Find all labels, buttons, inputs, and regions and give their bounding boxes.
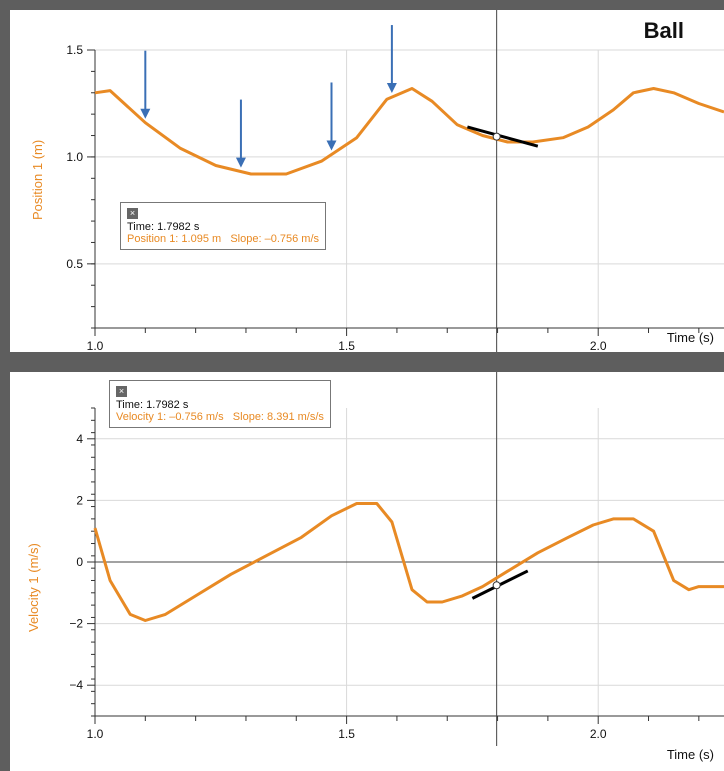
y-tick-label: 0 bbox=[76, 555, 83, 569]
x-tick-label: 1.5 bbox=[338, 339, 355, 352]
arrow-head bbox=[326, 140, 337, 151]
position-y-axis-label: Position 1 (m) bbox=[30, 139, 45, 220]
arrow-head bbox=[140, 108, 151, 119]
graph-divider[interactable] bbox=[0, 352, 724, 372]
y-tick-label: 2 bbox=[76, 493, 83, 507]
x-tick-label: 1.0 bbox=[87, 727, 104, 741]
cursor-point[interactable] bbox=[492, 581, 501, 590]
readout-value-line: Velocity 1: –0.756 m/s Slope: 8.391 m/s/… bbox=[116, 411, 324, 423]
position-graph[interactable]: 1.0 1.5 2.0 0.5 1.0 1.5 bbox=[10, 10, 724, 352]
data-series-line bbox=[93, 502, 724, 622]
arrow-head bbox=[386, 83, 397, 94]
x-tick-label: 1.0 bbox=[87, 339, 104, 352]
x-tick-label: 1.5 bbox=[338, 727, 355, 741]
y-tick-label: −2 bbox=[69, 617, 83, 631]
position-readout-box: × Time: 1.7982 s Position 1: 1.095 m Slo… bbox=[120, 202, 327, 250]
position-graph-panel[interactable]: 1.0 1.5 2.0 0.5 1.0 1.5 Ball Position 1 (m) T… bbox=[10, 10, 724, 352]
arrow-head bbox=[235, 157, 246, 168]
window-frame-left bbox=[0, 0, 10, 771]
y-tick-label: 1.5 bbox=[66, 43, 83, 57]
readout-slope: Slope: –0.756 m/s bbox=[230, 233, 320, 245]
velocity-y-axis-label: Velocity 1 (m/s) bbox=[26, 543, 41, 632]
readout-time: Time: 1.7982 s bbox=[127, 221, 200, 233]
velocity-graph-panel[interactable]: 1.0 1.5 2.0 −4 −2 0 2 4 Velocity 1 (m/s) Time (… bbox=[10, 372, 724, 769]
y-tick-label: 0.5 bbox=[66, 257, 83, 271]
readout-value-line: Position 1: 1.095 m Slope: –0.756 m/s bbox=[127, 233, 319, 245]
chart-title: Ball bbox=[643, 18, 684, 43]
velocity-x-axis-label: Time (s) bbox=[666, 747, 714, 762]
close-icon[interactable]: × bbox=[127, 208, 138, 219]
tangent-line bbox=[466, 125, 539, 148]
velocity-graph[interactable]: 1.0 1.5 2.0 −4 −2 0 2 4 bbox=[10, 372, 724, 769]
data-series-line bbox=[94, 87, 724, 176]
cursor-point[interactable] bbox=[492, 132, 501, 141]
y-tick-label: 1.0 bbox=[66, 150, 83, 164]
readout-value: Position 1: 1.095 m bbox=[127, 233, 222, 245]
y-tick-label: −4 bbox=[69, 678, 83, 692]
x-tick-label: 2.0 bbox=[590, 727, 607, 741]
x-tick-label: 2.0 bbox=[590, 339, 607, 352]
position-x-axis-label: Time (s) bbox=[666, 330, 714, 345]
close-icon[interactable]: × bbox=[116, 386, 127, 397]
y-tick-label: 4 bbox=[76, 432, 83, 446]
readout-value: Velocity 1: –0.756 m/s bbox=[116, 411, 224, 423]
window-frame-top bbox=[0, 0, 724, 10]
readout-slope: Slope: 8.391 m/s/s bbox=[232, 411, 324, 423]
readout-time: Time: 1.7982 s bbox=[116, 399, 189, 411]
velocity-readout-box: × Time: 1.7982 s Velocity 1: –0.756 m/s … bbox=[109, 380, 331, 428]
